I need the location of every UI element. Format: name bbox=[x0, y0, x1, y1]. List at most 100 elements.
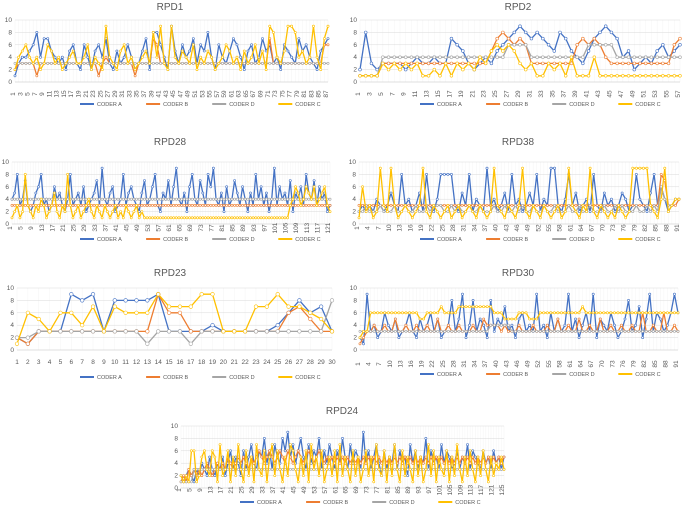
x-tick-label: 39 bbox=[148, 90, 155, 98]
data-point bbox=[341, 436, 344, 440]
data-point bbox=[180, 203, 184, 207]
data-point bbox=[672, 43, 676, 47]
data-point bbox=[524, 329, 528, 333]
x-tick-label: 65 bbox=[177, 224, 184, 232]
data-point bbox=[663, 197, 667, 201]
data-point bbox=[13, 203, 17, 207]
data-point bbox=[92, 216, 96, 220]
data-point bbox=[262, 197, 266, 201]
data-point bbox=[408, 329, 411, 333]
data-point bbox=[191, 43, 195, 47]
data-point bbox=[60, 68, 64, 72]
data-point bbox=[364, 30, 368, 35]
y-tick-label: 4 bbox=[8, 54, 12, 61]
data-point bbox=[127, 203, 131, 207]
data-point bbox=[626, 61, 631, 66]
data-point bbox=[528, 329, 532, 333]
data-point bbox=[503, 317, 507, 321]
data-point bbox=[132, 203, 136, 207]
data-point bbox=[415, 61, 419, 66]
data-point bbox=[166, 216, 170, 220]
data-point bbox=[535, 210, 539, 214]
data-point bbox=[364, 74, 368, 78]
data-point bbox=[297, 304, 302, 309]
data-point bbox=[252, 480, 256, 484]
data-point bbox=[250, 62, 253, 65]
data-point bbox=[322, 37, 326, 41]
data-point bbox=[219, 216, 223, 220]
x-tick-label: 31 bbox=[526, 90, 533, 98]
data-point bbox=[196, 203, 199, 207]
data-point bbox=[411, 311, 415, 315]
data-point bbox=[219, 191, 223, 195]
x-tick-label: 33 bbox=[259, 486, 266, 494]
data-point bbox=[486, 455, 490, 459]
data-point bbox=[410, 216, 414, 220]
data-point bbox=[57, 62, 61, 65]
data-point bbox=[58, 197, 62, 201]
data-point bbox=[677, 197, 681, 201]
data-point bbox=[481, 467, 485, 471]
data-point bbox=[428, 203, 432, 207]
data-point bbox=[529, 61, 534, 66]
data-point bbox=[670, 203, 674, 207]
data-point bbox=[482, 305, 486, 309]
data-point bbox=[90, 210, 93, 214]
data-point bbox=[558, 61, 562, 66]
data-point bbox=[453, 474, 456, 478]
data-point bbox=[560, 210, 564, 214]
y-tick-label: 10 bbox=[350, 17, 358, 24]
data-point bbox=[439, 305, 443, 309]
data-point bbox=[609, 329, 613, 333]
data-point bbox=[395, 467, 399, 471]
data-point bbox=[637, 305, 641, 309]
data-point bbox=[415, 336, 418, 340]
data-point bbox=[541, 61, 545, 66]
data-point bbox=[383, 311, 387, 315]
data-point bbox=[588, 329, 592, 333]
x-tick-label: 73 bbox=[610, 224, 617, 232]
data-point bbox=[315, 68, 319, 72]
data-point bbox=[372, 455, 376, 459]
data-point bbox=[95, 179, 99, 183]
data-point bbox=[574, 203, 578, 207]
data-point bbox=[140, 191, 144, 195]
data-point bbox=[286, 430, 290, 434]
data-point bbox=[598, 317, 602, 321]
data-point bbox=[320, 197, 324, 201]
y-tick-label: 10 bbox=[171, 423, 179, 430]
data-point bbox=[416, 474, 420, 478]
data-point bbox=[624, 216, 628, 220]
data-point bbox=[586, 43, 591, 47]
data-point bbox=[312, 449, 316, 453]
data-point bbox=[396, 210, 400, 214]
data-point bbox=[278, 203, 282, 207]
data-point bbox=[359, 461, 363, 465]
x-tick-label: 47 bbox=[177, 90, 184, 98]
data-point bbox=[602, 329, 606, 333]
data-point bbox=[524, 30, 528, 35]
data-point bbox=[86, 62, 90, 65]
data-point bbox=[320, 467, 324, 471]
x-tick-label: 61 bbox=[166, 224, 173, 232]
data-point bbox=[492, 329, 496, 333]
data-point bbox=[651, 323, 655, 327]
data-point bbox=[10, 197, 14, 201]
data-point bbox=[492, 203, 496, 207]
data-point bbox=[159, 62, 162, 65]
data-point bbox=[581, 210, 585, 214]
x-tick-label: 13 bbox=[39, 224, 46, 232]
data-point bbox=[219, 197, 223, 201]
data-point bbox=[446, 203, 450, 207]
data-point bbox=[569, 55, 574, 59]
x-tick-label: 19 bbox=[418, 224, 425, 232]
data-point bbox=[310, 203, 313, 207]
data-point bbox=[564, 74, 568, 78]
x-tick-label: 11 bbox=[412, 90, 419, 97]
data-point bbox=[121, 172, 125, 176]
data-point bbox=[35, 62, 39, 65]
data-point bbox=[455, 43, 459, 47]
data-point bbox=[132, 210, 136, 214]
data-point bbox=[188, 341, 193, 346]
